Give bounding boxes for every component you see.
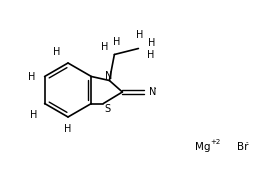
Text: N: N (105, 70, 112, 80)
Text: Br: Br (237, 142, 249, 152)
Text: H: H (147, 50, 154, 60)
Text: H: H (30, 110, 37, 120)
Text: S: S (104, 103, 110, 114)
Text: H: H (53, 47, 61, 57)
Text: -: - (246, 139, 249, 145)
Text: H: H (136, 29, 143, 40)
Text: N: N (149, 87, 157, 97)
Text: ·: · (154, 84, 157, 94)
Text: H: H (101, 41, 108, 51)
Text: H: H (148, 38, 155, 48)
Text: Mg: Mg (195, 142, 210, 152)
Text: H: H (64, 124, 72, 134)
Text: +2: +2 (210, 139, 220, 145)
Text: H: H (113, 36, 120, 46)
Text: H: H (28, 71, 35, 82)
